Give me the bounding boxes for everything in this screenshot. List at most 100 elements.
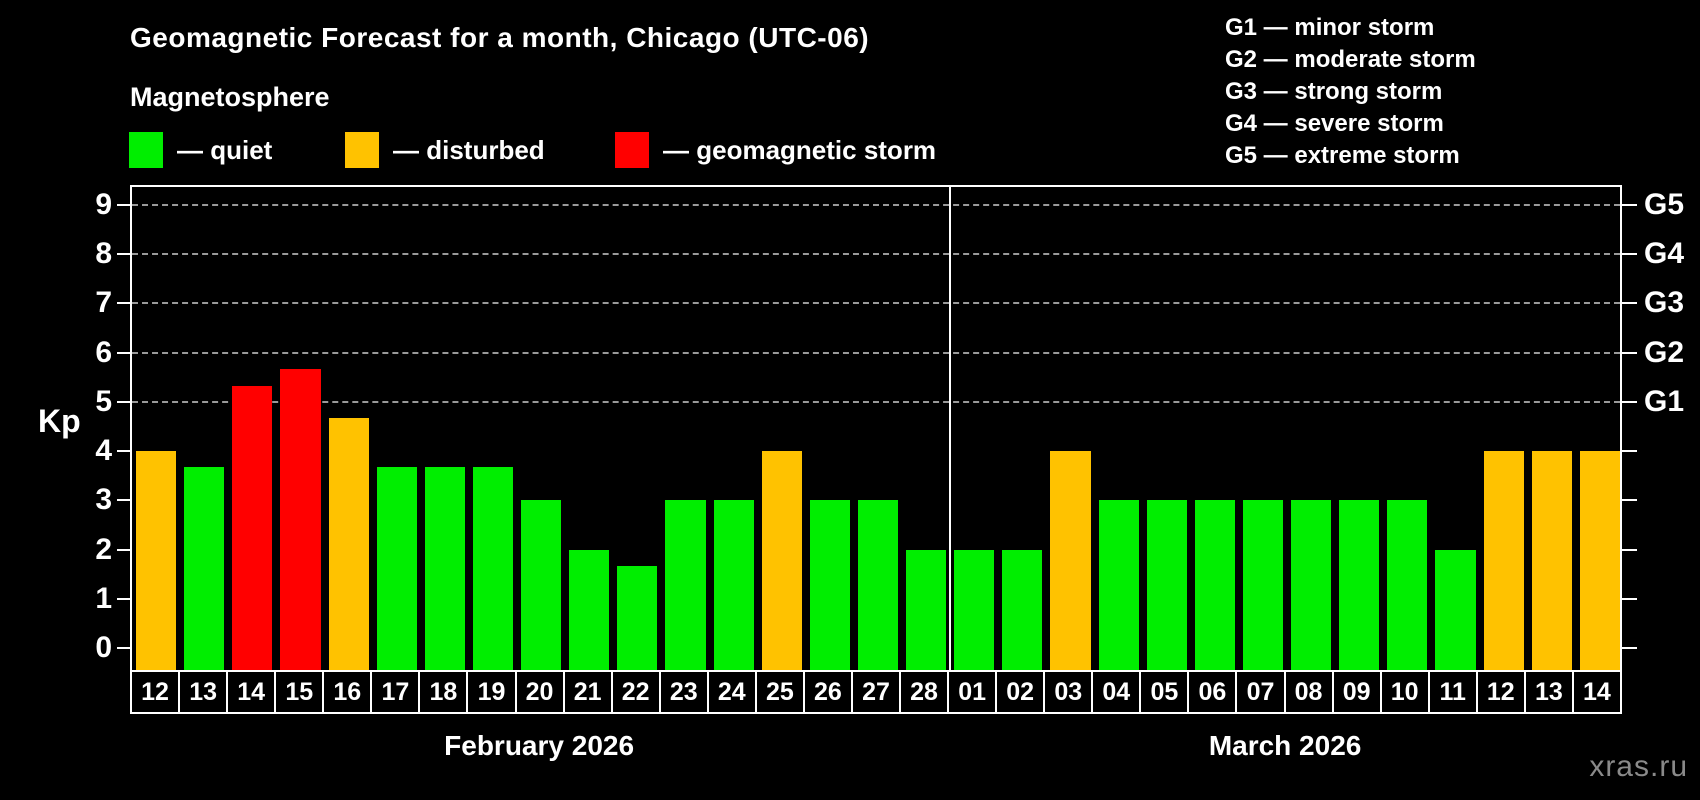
- kp-bar-day-20: [521, 500, 562, 670]
- y-tick-label-5: 5: [95, 384, 112, 418]
- kp-bar-day-28: [906, 549, 947, 670]
- chart-subtitle: Magnetosphere: [130, 82, 330, 112]
- kp-bar-day-01: [954, 549, 995, 670]
- kp-bar-day-12: [136, 451, 177, 670]
- g-axis-label-g5: G5: [1644, 187, 1685, 221]
- kp-bar-day-13: [184, 467, 225, 670]
- y-tick-right-0: [1620, 647, 1637, 649]
- day-cell-21: 21: [562, 672, 611, 712]
- day-cell-11: 11: [1427, 672, 1476, 712]
- legend-item-storm: — geomagnetic storm: [615, 132, 936, 168]
- y-tick-left-2: [117, 548, 132, 551]
- legend-label-storm: — geomagnetic storm: [663, 134, 937, 165]
- y-tick-label-3: 3: [95, 483, 112, 517]
- y-tick-left-7: [117, 302, 132, 305]
- kp-bar-day-15: [280, 368, 321, 670]
- kp-bar-day-22: [617, 565, 658, 670]
- day-cell-16: 16: [322, 672, 370, 712]
- day-cell-14: 14: [1571, 672, 1620, 712]
- legend-swatch-quiet: [129, 132, 163, 168]
- month-label-1: February 2026: [444, 730, 635, 761]
- g-legend-line-3: G3 — strong storm: [1225, 78, 1443, 105]
- kp-bar-day-05: [1146, 500, 1187, 670]
- month-divider: [949, 187, 952, 670]
- y-tick-left-3: [117, 499, 132, 502]
- kp-bar-day-12: [1483, 451, 1524, 670]
- legend-item-quiet: — quiet: [129, 132, 272, 168]
- day-cell-26: 26: [802, 672, 851, 712]
- kp-bar-day-02: [1002, 549, 1043, 670]
- kp-bar-day-06: [1194, 500, 1235, 670]
- y-tick-left-1: [117, 597, 132, 600]
- day-cell-06: 06: [1187, 672, 1235, 712]
- y-tick-left-4: [117, 450, 132, 452]
- day-cell-02: 02: [995, 672, 1043, 712]
- kp-bar-day-09: [1339, 500, 1380, 670]
- y-tick-right-1: [1620, 597, 1637, 600]
- day-cell-08: 08: [1283, 672, 1332, 712]
- kp-bar-day-04: [1098, 500, 1139, 670]
- kp-bar-day-24: [713, 500, 754, 670]
- legend-label-disturbed: — disturbed: [393, 134, 545, 165]
- day-cell-01: 01: [947, 672, 995, 712]
- day-cell-07: 07: [1235, 672, 1283, 712]
- day-cell-13: 13: [178, 672, 226, 712]
- kp-bar-day-14: [1579, 451, 1620, 670]
- y-tick-left-8: [117, 253, 132, 255]
- kp-bar-day-17: [376, 467, 417, 670]
- day-cell-04: 04: [1091, 672, 1139, 712]
- legend-item-disturbed: — disturbed: [345, 132, 545, 168]
- day-cell-09: 09: [1331, 672, 1380, 712]
- kp-bar-day-10: [1387, 500, 1428, 670]
- kp-bar-day-27: [857, 500, 899, 670]
- day-cell-28: 28: [899, 672, 947, 712]
- day-cell-18: 18: [418, 672, 466, 712]
- kp-bar-day-26: [809, 500, 850, 670]
- g-axis-label-g1: G1: [1644, 384, 1685, 418]
- kp-bar-day-21: [569, 549, 610, 670]
- y-tick-right-5: [1620, 400, 1637, 403]
- y-tick-label-2: 2: [95, 532, 112, 566]
- plot-area: [117, 185, 1637, 670]
- g-axis-label-g4: G4: [1644, 237, 1685, 270]
- y-tick-label-0: 0: [95, 631, 112, 664]
- day-cell-17: 17: [370, 672, 418, 712]
- day-cell-24: 24: [706, 672, 755, 712]
- y-tick-label-7: 7: [95, 286, 112, 320]
- chart-title: Geomagnetic Forecast for a month, Chicag…: [130, 22, 870, 53]
- g-axis-label-g2: G2: [1644, 335, 1685, 369]
- y-tick-right-4: [1620, 450, 1637, 452]
- kp-bar-day-13: [1531, 451, 1572, 670]
- y-tick-label-4: 4: [95, 434, 112, 467]
- kp-bar-day-25: [761, 451, 802, 670]
- y-tick-label-1: 1: [95, 581, 112, 615]
- day-cell-15: 15: [274, 672, 322, 712]
- kp-bar-day-16: [328, 418, 369, 670]
- month-label-2: March 2026: [1208, 730, 1362, 761]
- g-legend-line-4: G4 — severe storm: [1225, 110, 1444, 137]
- kp-bar-day-03: [1050, 451, 1091, 670]
- y-tick-right-2: [1620, 548, 1637, 551]
- gridline-kp9: [132, 203, 1620, 206]
- gridline-kp5: [132, 400, 1620, 403]
- y-tick-right-9: [1620, 203, 1637, 206]
- kp-bar-day-18: [424, 467, 465, 670]
- x-axis-day-row: 12 13 14 15 16 17 18 19 20 21 22 23 24 25 26 27 28 01 02 03…: [130, 670, 1622, 714]
- kp-bar-day-08: [1291, 500, 1332, 670]
- g-legend-line-2: G2 — moderate storm: [1225, 46, 1476, 73]
- day-cell-14: 14: [226, 672, 274, 712]
- y-tick-left-5: [117, 400, 132, 403]
- day-cell-27: 27: [850, 672, 899, 712]
- g-axis-label-g3: G3: [1644, 286, 1685, 320]
- legend-swatch-disturbed: [345, 132, 379, 168]
- y-tick-right-7: [1620, 302, 1637, 305]
- g-legend-line-5: G5 — extreme storm: [1225, 142, 1460, 169]
- day-cell-03: 03: [1043, 672, 1091, 712]
- y-tick-right-8: [1620, 253, 1637, 255]
- legend-label-quiet: — quiet: [177, 134, 273, 165]
- gridline-kp7: [132, 302, 1620, 305]
- y-tick-label-9: 9: [95, 187, 112, 221]
- y-tick-label-6: 6: [95, 335, 112, 369]
- g-legend-line-1: G1 — minor storm: [1225, 14, 1435, 41]
